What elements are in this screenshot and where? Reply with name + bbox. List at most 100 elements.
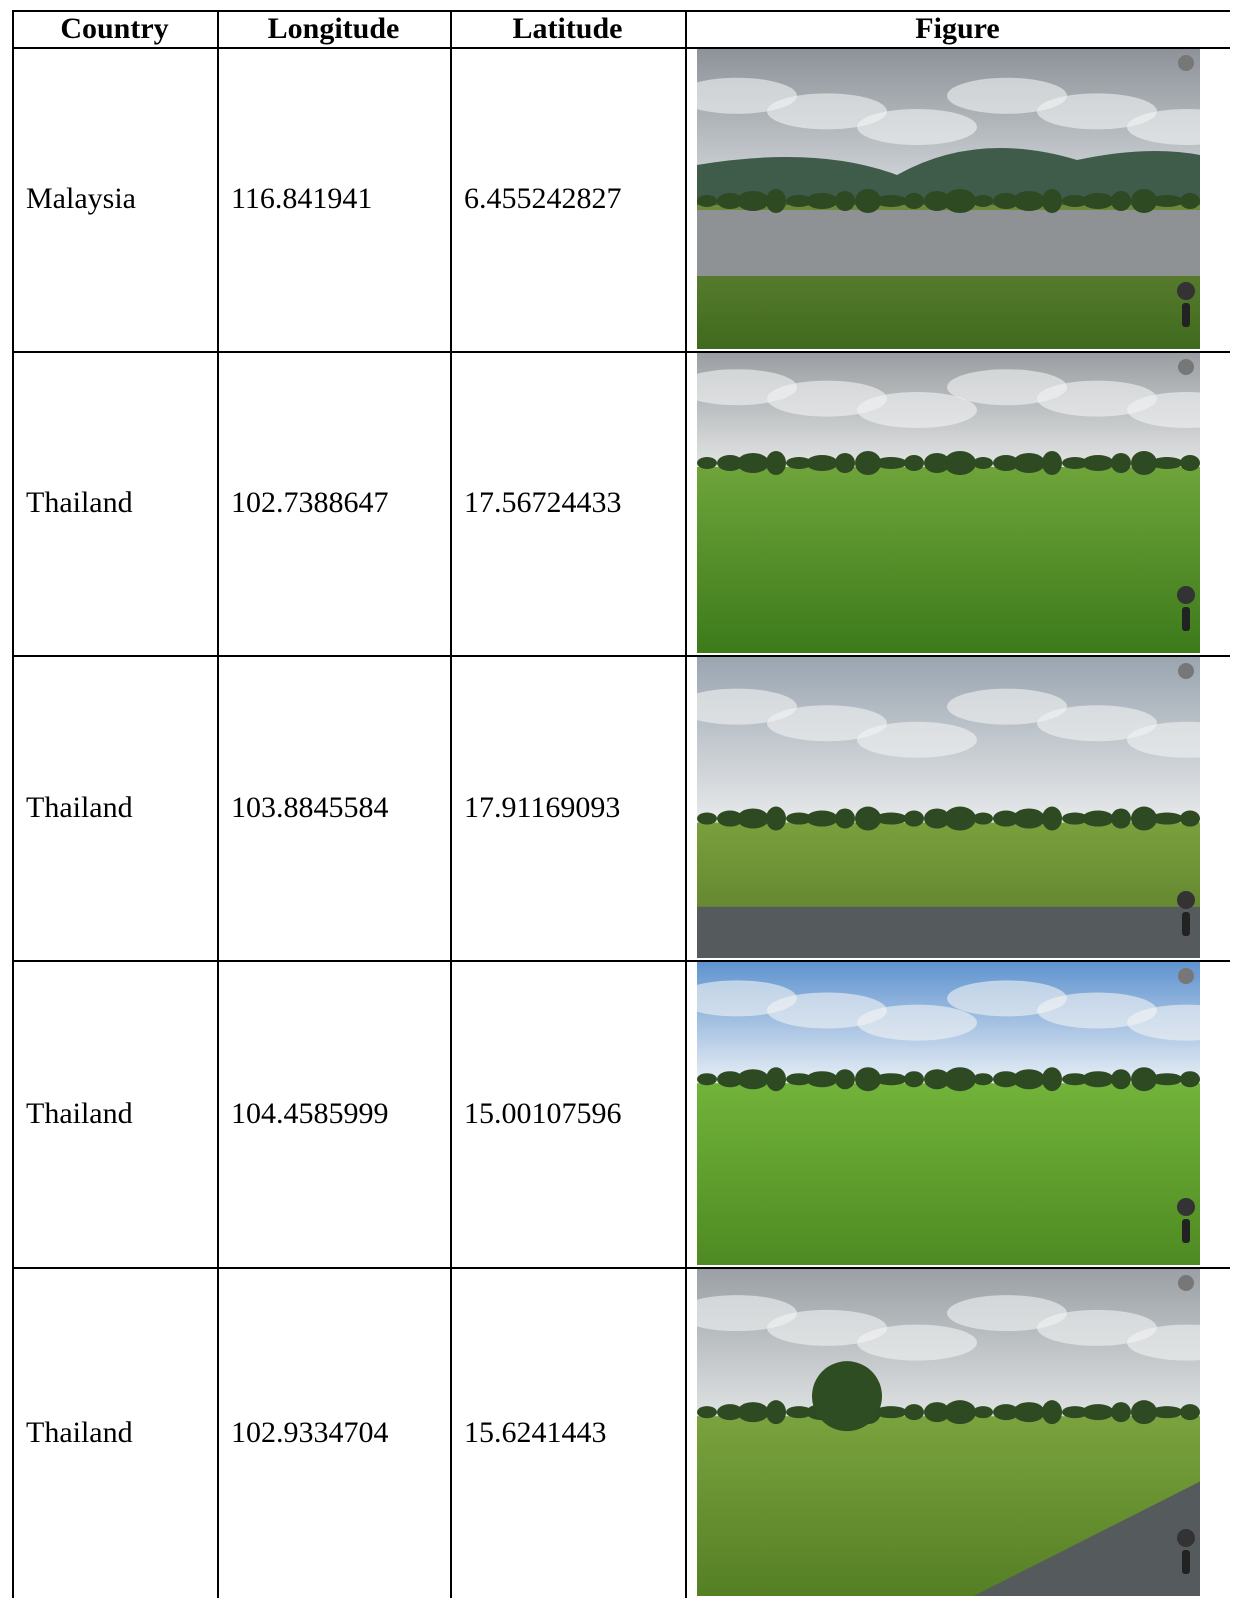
tree [973, 195, 993, 207]
longitude-cell: 102.9334704 [231, 1415, 389, 1449]
tree [904, 810, 924, 827]
close-icon [1178, 1275, 1194, 1291]
tree [944, 189, 976, 213]
cloud [857, 1324, 977, 1361]
cloud [767, 705, 887, 742]
tree [717, 193, 743, 209]
cloud [1127, 392, 1200, 428]
tree [924, 1402, 950, 1423]
tree [835, 191, 855, 211]
street-view-photo [697, 1269, 1200, 1596]
street-view-photo [697, 962, 1200, 1265]
tree [1042, 451, 1062, 475]
latitude-cell: 15.00107596 [464, 1096, 622, 1130]
table-rule [217, 10, 219, 1598]
tree [1131, 451, 1157, 475]
zoom-control [1182, 912, 1190, 936]
tree [904, 193, 924, 209]
table-rule [450, 10, 452, 1598]
tree [1062, 812, 1088, 825]
tree [786, 457, 812, 469]
compass-icon [1177, 891, 1195, 909]
country-cell: Thailand [26, 1096, 133, 1130]
cloud [947, 369, 1067, 406]
field [697, 467, 1200, 653]
tree [1151, 812, 1183, 825]
tree [697, 457, 717, 469]
tree [786, 1073, 812, 1086]
tree [944, 1067, 976, 1092]
tree [1062, 457, 1088, 469]
table-rule [12, 351, 1230, 353]
street-view-photo [697, 353, 1200, 653]
tree [717, 810, 743, 827]
table-rule [12, 1267, 1230, 1269]
tree [1062, 1073, 1088, 1086]
street-view-photo [697, 657, 1200, 958]
tree [924, 808, 950, 829]
tree [1151, 457, 1183, 469]
zoom-control [1182, 1219, 1190, 1243]
tree [766, 1400, 786, 1425]
longitude-cell: 104.4585999 [231, 1096, 389, 1130]
tree [1111, 191, 1131, 211]
compass-icon [1177, 586, 1195, 604]
close-icon [1178, 968, 1194, 984]
tree [1131, 806, 1157, 831]
tree [1111, 1402, 1131, 1423]
tree [855, 1067, 881, 1092]
header-cell: Country [60, 11, 169, 45]
tree [1062, 195, 1088, 207]
tree [786, 1406, 812, 1419]
longitude-cell: 116.841941 [231, 182, 373, 215]
cloud [767, 1309, 887, 1346]
tree [717, 455, 743, 471]
tree [766, 806, 786, 831]
tree [1082, 455, 1114, 471]
table-rule [12, 655, 1230, 657]
tree [855, 189, 881, 213]
tree [993, 810, 1019, 827]
header-cell: Latitude [512, 11, 623, 45]
tree [766, 451, 786, 475]
tree [1180, 810, 1200, 827]
tree [973, 457, 993, 469]
tree [1151, 1406, 1183, 1419]
close-icon [1178, 55, 1194, 71]
longitude-cell: 103.8845584 [231, 790, 389, 824]
cloud [947, 980, 1067, 1017]
tree [806, 455, 838, 471]
tree [875, 1073, 907, 1086]
country-cell: Malaysia [26, 182, 136, 215]
tree [737, 1069, 769, 1090]
tree [766, 1067, 786, 1092]
tree [1131, 1067, 1157, 1092]
cloud [697, 688, 797, 725]
tree [973, 1073, 993, 1086]
tree [973, 1406, 993, 1419]
tree [1131, 189, 1157, 213]
cloud [947, 688, 1067, 725]
compass-icon [1177, 1529, 1195, 1547]
cloud [1037, 1309, 1157, 1346]
tree [924, 453, 950, 473]
tree [766, 189, 786, 213]
cloud [857, 721, 977, 758]
tree [737, 191, 769, 211]
tree [1082, 1404, 1114, 1421]
tree [1062, 1406, 1088, 1419]
country-cell: Thailand [26, 790, 133, 824]
tree [944, 451, 976, 475]
cloud [767, 992, 887, 1029]
tree [924, 1069, 950, 1090]
header-cell: Figure [915, 11, 1000, 45]
tree [835, 453, 855, 473]
cloud [1127, 109, 1200, 145]
longitude-cell: 102.7388647 [231, 486, 389, 519]
country-cell: Thailand [26, 486, 133, 519]
road [697, 906, 1200, 958]
tree [1042, 806, 1062, 831]
tree [1042, 1067, 1062, 1092]
table-rule [12, 10, 1230, 12]
mountains [697, 148, 1200, 205]
